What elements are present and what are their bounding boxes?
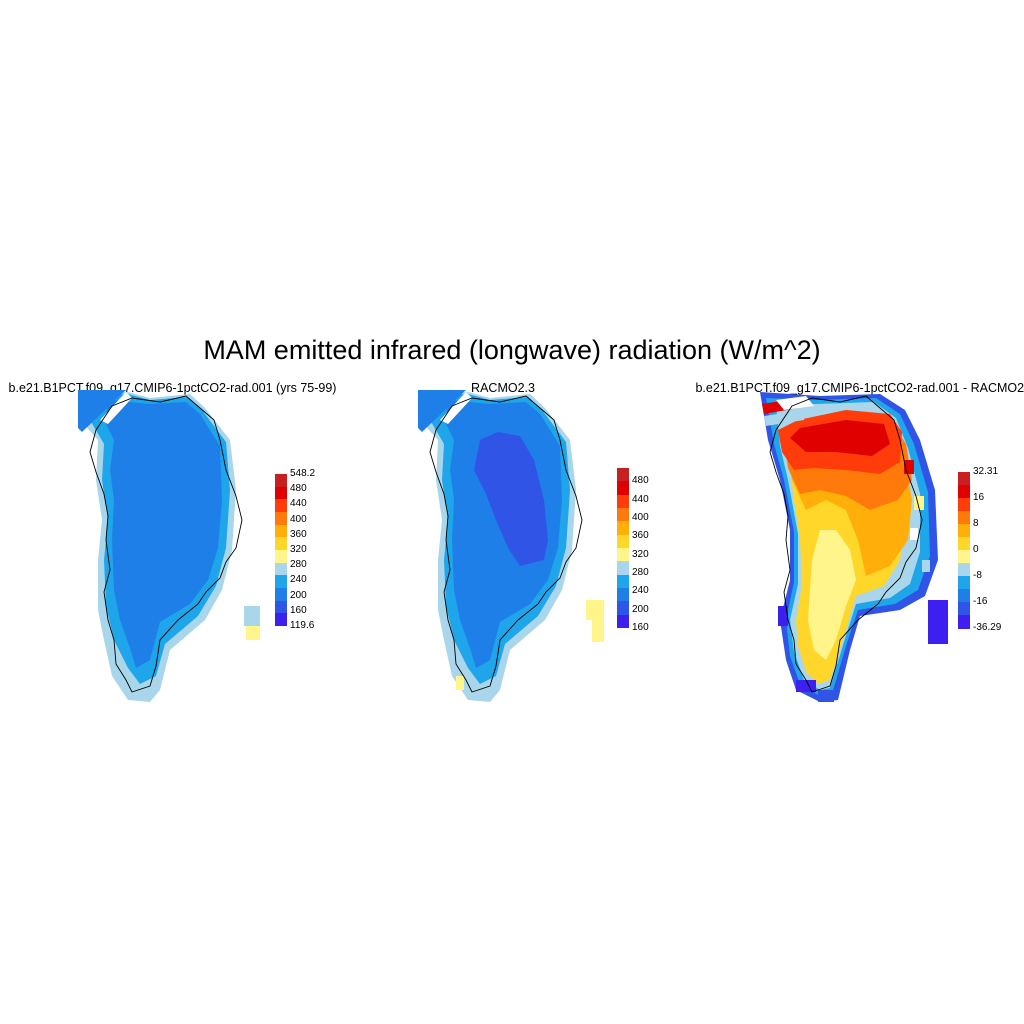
colorbar-swatch [958,602,970,616]
colorbar-label: 240 [632,585,649,597]
panel-3-nw-stripes-c [776,396,814,410]
colorbar-label: 360 [290,528,307,540]
colorbar-label: -8 [973,570,982,581]
colorbar-label: 16 [973,492,985,503]
colorbar-swatch [275,550,287,564]
colorbar-swatch [617,588,629,602]
panel-3-island [928,600,948,644]
panel-2-island-b [592,620,604,642]
panel-3-pale-core [808,530,856,660]
colorbar-label: 240 [290,574,307,586]
panel-3-east-speck-b [914,496,924,510]
panel-1-coastline [89,395,243,693]
colorbar-label: 0 [973,544,979,555]
colorbar-swatch [275,588,287,602]
colorbar-label: 160 [632,622,649,633]
panel-2-coastline [429,395,583,693]
colorbar-swatch [617,561,629,576]
colorbar-swatch [958,550,970,564]
colorbar-swatch [958,524,970,538]
colorbar-swatch [275,474,287,488]
colorbar-swatch [275,600,287,614]
colorbar-swatch [617,548,629,562]
colorbar-swatch [275,524,287,538]
colorbar-label: 280 [290,559,307,571]
panel-3-east-speck-c [910,528,918,540]
colorbar-swatch [958,472,970,486]
panel-3-title: b.e21.B1PCT.f09_g17.CMIP6-1pctCO2-rad.00… [695,381,1024,395]
colorbar-label: -16 [973,596,988,607]
panel-3-west-tip [778,606,788,626]
colorbar-swatch [617,494,629,509]
colorbar-label: 440 [290,498,307,510]
colorbar-swatch [958,537,970,551]
panel-2-island-a [586,600,604,620]
colorbar-swatch [617,534,629,549]
colorbar-swatch [617,521,629,536]
figure-title: MAM emitted infrared (longwave) radiatio… [203,335,821,365]
colorbar-label: 119.6 [290,620,315,631]
panel-1-nw-gap [100,392,132,424]
panel-3-nw-stripes-b [764,410,806,426]
colorbar-label: 8 [973,518,979,529]
colorbar-label: 480 [290,483,307,495]
colorbar-swatch [958,511,970,525]
colorbar-swatch [958,498,970,512]
colorbar-label: 440 [632,493,649,505]
colorbar-swatch [958,485,970,499]
colorbar-label: 320 [290,544,307,555]
colorbar-label: 400 [632,512,649,523]
panel-3-south-tip-a [796,680,816,692]
panel-1-nw-ocean [78,390,126,432]
colorbar-swatch [275,499,287,513]
colorbar-swatch [617,574,629,589]
colorbar-swatch [275,512,287,526]
panel-2-nw-ocean [418,390,466,432]
colorbar-label: 548.2 [290,468,316,479]
colorbar-label: 320 [632,548,649,560]
panel-1-island-b [246,626,260,640]
panel-3-east-speck-a [904,460,914,474]
colorbar-swatch [617,468,629,482]
panel-3-coastline [769,395,923,693]
panel-2-title: RACMO2.3 [471,381,535,395]
colorbar-swatch [275,537,287,551]
colorbar-label: 200 [290,589,307,601]
colorbar-swatch [958,576,970,590]
colorbar-swatch [275,562,287,576]
panel-2-nw-gap [440,392,472,424]
colorbar-label: 280 [632,567,649,578]
colorbar-label: 200 [632,603,649,615]
colorbar-swatch [275,575,287,589]
panel-3-east-speck-d [922,560,930,572]
panel-1-interior [104,400,222,668]
colorbar-swatch [958,589,970,603]
colorbar-swatch [275,613,287,627]
colorbar-label: 32.31 [973,466,999,477]
colorbar-label: 360 [632,530,649,542]
colorbar-swatch [617,481,629,496]
panel-3-dark-red [790,420,890,456]
panel-2-south-tip [456,676,464,690]
colorbar-label: 480 [632,475,649,487]
panel-2-summit [474,432,548,566]
colorbar-swatch [617,508,629,522]
panel-1-island-a [244,606,260,626]
colorbar-swatch [617,601,629,616]
colorbar-label: 400 [290,513,307,525]
colorbar-swatch [958,563,970,577]
colorbar-label: -36.29 [973,622,1002,633]
colorbar-swatch [275,486,287,500]
colorbar-swatch [958,615,970,629]
panel-3-south-tip-b [818,690,834,702]
colorbar-swatch [617,614,629,629]
colorbar-label: 160 [290,604,307,616]
